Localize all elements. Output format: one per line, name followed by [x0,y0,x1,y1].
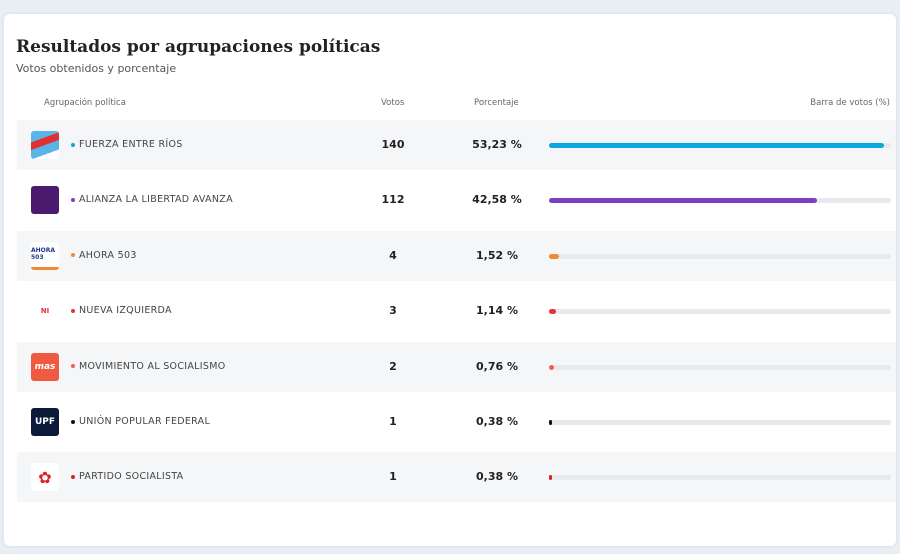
column-header-percent: Porcentaje [474,98,519,108]
party-name: UNIÓN POPULAR FEDERAL [71,416,210,427]
party-name: FUERZA ENTRE RÍOS [71,139,183,150]
party-name-label: MOVIMIENTO AL SOCIALISMO [79,360,226,372]
vote-bar-fill [549,253,559,259]
column-header-votes: Votos [381,98,405,108]
table-row: mas MOVIMIENTO AL SOCIALISMO 2 0,76 % [17,341,896,392]
party-name: ALIANZA LA LIBERTAD AVANZA [71,194,233,205]
table-row: FUERZA ENTRE RÍOS 140 53,23 % [17,120,896,170]
party-color-dot [71,474,75,479]
table-row: NI NUEVA IZQUIERDA 3 1,14 % [17,286,896,336]
party-logo: AHORA 503 [31,241,59,270]
vote-bar-fill [549,364,554,370]
percent-value: 42,58 % [472,193,522,207]
party-color-dot [71,142,75,147]
percent-value: 0,38 % [476,415,518,428]
page-title: Resultados por agrupaciones políticas [16,37,381,57]
table-row: UPF UNIÓN POPULAR FEDERAL 1 0,38 % [17,397,896,447]
party-name: AHORA 503 [71,250,137,261]
party-logo [31,186,59,215]
vote-bar-fill [549,475,552,481]
party-color-dot [71,364,75,369]
party-name-label: NUEVA IZQUIERDA [79,305,172,317]
votes-value: 140 [381,138,405,151]
vote-bar-track [549,198,891,204]
votes-value: 3 [389,304,397,318]
votes-value: 1 [389,415,397,428]
party-name-label: ALIANZA LA LIBERTAD AVANZA [79,194,233,206]
votes-value: 112 [381,193,405,207]
party-logo [31,131,59,159]
vote-bar-track [549,309,891,315]
party-name-label: AHORA 503 [79,249,137,261]
page-subtitle: Votos obtenidos y porcentaje [16,62,177,75]
party-color-dot [71,197,75,202]
vote-bar-fill [549,198,817,204]
table-row: ✿ PARTIDO SOCIALISTA 1 0,38 % [17,452,896,503]
vote-bar-fill [549,309,557,315]
vote-bar-track [549,475,891,481]
party-logo: UPF [31,408,59,436]
percent-value: 0,38 % [476,470,518,484]
party-logo: NI [31,297,59,326]
party-name-label: PARTIDO SOCIALISTA [79,471,184,483]
percent-value: 1,14 % [476,304,518,318]
party-color-dot [71,308,75,313]
percent-value: 1,52 % [476,248,518,262]
party-name-label: UNIÓN POPULAR FEDERAL [79,416,211,427]
vote-bar-track [549,420,891,425]
party-color-dot [71,253,75,258]
party-color-dot [71,419,75,424]
vote-bar-track [549,364,891,370]
table-row: AHORA 503 AHORA 503 4 1,52 % [17,230,896,281]
percent-value: 0,76 % [476,359,518,373]
votes-value: 2 [389,359,397,373]
table-row: ALIANZA LA LIBERTAD AVANZA 112 42,58 % [17,175,896,225]
vote-bar-fill [549,143,884,148]
vote-bar-track [549,253,891,259]
vote-bar-fill [549,420,552,425]
party-name: NUEVA IZQUIERDA [71,305,172,316]
votes-value: 1 [389,470,397,484]
votes-value: 4 [389,248,397,262]
party-name: PARTIDO SOCIALISTA [71,471,183,482]
party-logo: ✿ [31,463,59,492]
column-header-party: Agrupación política [44,98,126,108]
column-header-bar: Barra de votos (%) [810,98,890,108]
vote-bar-track [549,143,891,148]
party-logo: mas [31,352,59,381]
percent-value: 53,23 % [472,138,522,151]
party-name-label: FUERZA ENTRE RÍOS [79,139,183,150]
party-name: MOVIMIENTO AL SOCIALISMO [71,361,225,372]
